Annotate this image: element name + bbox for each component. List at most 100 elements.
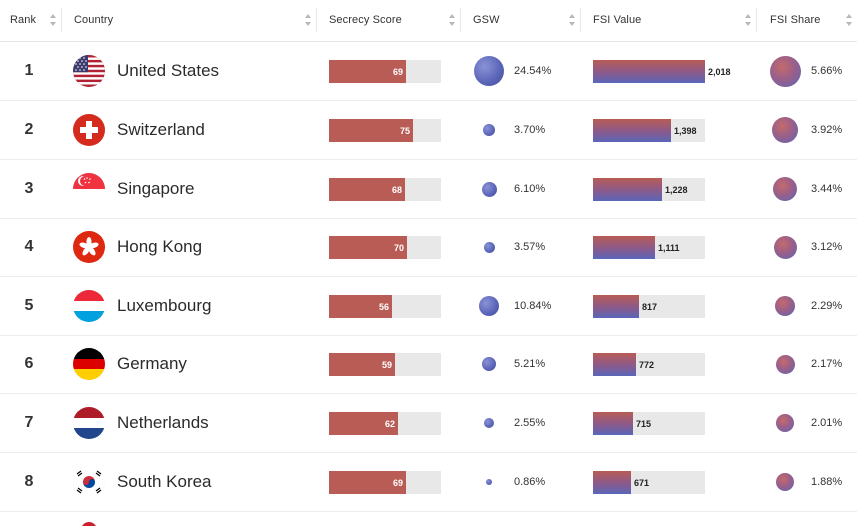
fsi-value-label: 1,228 bbox=[665, 184, 688, 195]
fsi-share-value: 3.44% bbox=[811, 183, 843, 195]
fsi-share-circle-slot bbox=[769, 55, 801, 87]
table-row[interactable]: 3 Singapore 68 6.10% 1,228 3.44% bbox=[0, 160, 857, 219]
rank-cell: 6 bbox=[24, 355, 34, 372]
table-row[interactable]: 5 Luxembourg 56 10.84% 817 2.29% bbox=[0, 277, 857, 336]
header-fsi-value-label: FSI Value bbox=[593, 14, 642, 26]
globe-icon bbox=[484, 418, 494, 428]
rank-cell: 3 bbox=[24, 180, 34, 197]
table-row[interactable]: 4 Hong Kong 70 3.57% 1,111 3.12% bbox=[0, 218, 857, 277]
header-fsi-share-label: FSI Share bbox=[770, 14, 821, 26]
fsi-share-circle bbox=[776, 355, 795, 374]
gsw-value: 0.86% bbox=[514, 476, 546, 488]
fsi-value-fill bbox=[593, 295, 639, 318]
header-rank[interactable]: Rank bbox=[8, 8, 61, 32]
header-rank-label: Rank bbox=[10, 14, 37, 26]
rank-cell: 4 bbox=[24, 238, 34, 255]
secrecy-score-value: 70 bbox=[393, 242, 404, 253]
fsi-share-circle-slot bbox=[769, 114, 801, 146]
secrecy-score-fill: 70 bbox=[329, 236, 407, 259]
globe-icon bbox=[479, 296, 499, 316]
sort-icon[interactable] bbox=[49, 14, 57, 26]
secrecy-score-fill: 68 bbox=[329, 178, 405, 201]
fsi-value-fill bbox=[593, 60, 705, 83]
fsi-share-circle-slot bbox=[769, 348, 801, 380]
table-row[interactable]: 6 Germany 59 5.21% 772 2.17% bbox=[0, 335, 857, 394]
fsi-share-value: 2.01% bbox=[811, 417, 843, 429]
country-name[interactable]: South Korea bbox=[117, 472, 212, 491]
secrecy-score-bar: 68 bbox=[329, 178, 441, 201]
secrecy-score-value: 62 bbox=[384, 418, 395, 429]
fsi-value-bar: 1,398 bbox=[593, 119, 705, 142]
sort-icon[interactable] bbox=[568, 14, 576, 26]
country-name[interactable]: Netherlands bbox=[117, 413, 209, 432]
fsi-share-value: 2.17% bbox=[811, 358, 843, 370]
country-name[interactable]: Luxembourg bbox=[117, 296, 212, 315]
country-name[interactable]: Switzerland bbox=[117, 120, 205, 139]
fsi-share-value: 3.92% bbox=[811, 124, 843, 136]
secrecy-score-fill: 75 bbox=[329, 119, 413, 142]
fsi-share-circle bbox=[772, 117, 798, 143]
secrecy-score-value: 68 bbox=[391, 184, 402, 195]
sort-icon[interactable] bbox=[448, 14, 456, 26]
header-fsi-share[interactable]: FSI Share bbox=[756, 8, 857, 32]
header-secrecy-score-label: Secrecy Score bbox=[329, 14, 402, 26]
fsi-value-bar: 715 bbox=[593, 412, 705, 435]
fsi-value-label: 715 bbox=[636, 418, 652, 429]
fsi-share-circle bbox=[770, 56, 801, 87]
header-gsw[interactable]: GSW bbox=[460, 8, 580, 32]
header-country[interactable]: Country bbox=[61, 8, 316, 32]
secrecy-score-bar: 69 bbox=[329, 60, 441, 83]
hong-kong-flag-icon bbox=[73, 231, 105, 263]
gsw-value: 10.84% bbox=[514, 300, 552, 312]
fsi-value-bar: 1,111 bbox=[593, 236, 705, 259]
table-row[interactable]: 7 Netherlands 62 2.55% 715 2.01% bbox=[0, 394, 857, 453]
secrecy-score-bar: 56 bbox=[329, 295, 441, 318]
sort-icon[interactable] bbox=[304, 14, 312, 26]
fsi-share-value: 3.12% bbox=[811, 241, 843, 253]
rank-cell: 8 bbox=[24, 473, 34, 490]
header-fsi-value[interactable]: FSI Value bbox=[580, 8, 756, 32]
secrecy-score-value: 56 bbox=[378, 301, 389, 312]
fsi-value-fill bbox=[593, 119, 671, 142]
country-name[interactable]: United States bbox=[117, 61, 220, 80]
country-name[interactable]: Germany bbox=[117, 354, 187, 373]
fsi-value-fill bbox=[593, 412, 633, 435]
country-name[interactable]: Singapore bbox=[117, 179, 195, 198]
globe-icon bbox=[486, 479, 492, 485]
rank-cell: 7 bbox=[24, 414, 34, 431]
header-country-label: Country bbox=[74, 14, 114, 26]
secrecy-score-fill: 59 bbox=[329, 353, 395, 376]
secrecy-score-fill: 62 bbox=[329, 412, 398, 435]
fsi-value-bar: 2,018 bbox=[593, 60, 731, 83]
gsw-value: 3.70% bbox=[514, 124, 546, 136]
fsi-value-label: 1,111 bbox=[658, 242, 680, 253]
gsw-globe-slot bbox=[474, 348, 504, 380]
header-secrecy-score[interactable]: Secrecy Score bbox=[316, 8, 460, 32]
next-row-flag-icon bbox=[81, 522, 97, 526]
gsw-value: 3.57% bbox=[514, 241, 546, 253]
gsw-globe-slot bbox=[474, 290, 504, 322]
country-name[interactable]: Hong Kong bbox=[117, 237, 203, 256]
fsi-share-circle-slot bbox=[769, 173, 801, 205]
gsw-globe-slot bbox=[474, 231, 504, 263]
fsi-share-circle-slot bbox=[769, 290, 801, 322]
table-row[interactable]: 2 Switzerland 75 3.70% 1,398 3.92% bbox=[0, 101, 857, 160]
header-gsw-label: GSW bbox=[473, 14, 500, 26]
gsw-value: 24.54% bbox=[514, 65, 552, 77]
secrecy-score-bar: 69 bbox=[329, 471, 441, 494]
fsi-value-bar: 772 bbox=[593, 353, 705, 376]
table-row[interactable]: 1 United States bbox=[0, 42, 857, 101]
fsi-share-circle bbox=[776, 473, 794, 491]
singapore-flag-icon bbox=[73, 173, 105, 205]
fsi-value-fill bbox=[593, 471, 631, 494]
secrecy-score-fill: 56 bbox=[329, 295, 392, 318]
fsi-share-circle-slot bbox=[769, 407, 801, 439]
secrecy-score-value: 75 bbox=[399, 125, 410, 136]
table-row[interactable]: 8 South Korea 69 0.86% bbox=[0, 453, 857, 512]
secrecy-score-value: 69 bbox=[392, 66, 403, 77]
sort-icon[interactable] bbox=[845, 14, 853, 26]
sort-icon[interactable] bbox=[744, 14, 752, 26]
fsi-value-bar: 817 bbox=[593, 295, 705, 318]
gsw-globe-slot bbox=[474, 173, 504, 205]
fsi-share-circle bbox=[776, 414, 794, 432]
